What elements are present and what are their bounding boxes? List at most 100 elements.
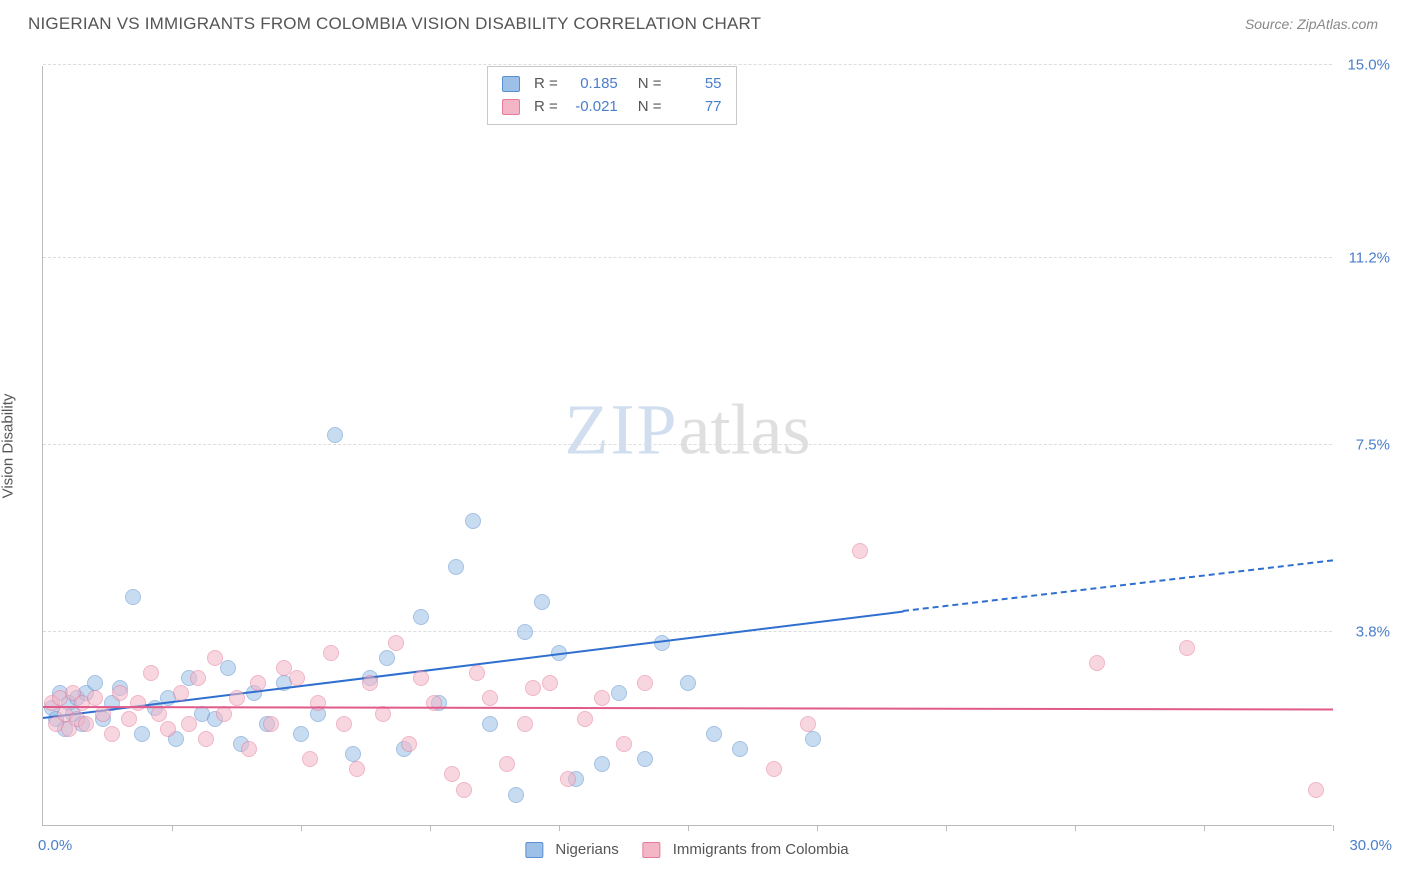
watermark-zip: ZIP: [565, 390, 679, 470]
x-tick: [172, 825, 173, 831]
data-point: [525, 680, 541, 696]
data-point: [112, 685, 128, 701]
trend-line: [903, 560, 1333, 613]
data-point: [345, 746, 361, 762]
data-point: [293, 726, 309, 742]
data-point: [220, 660, 236, 676]
data-point: [413, 609, 429, 625]
x-tick: [430, 825, 431, 831]
r-value: -0.021: [568, 96, 618, 119]
legend-swatch: [525, 842, 543, 858]
data-point: [143, 665, 159, 681]
x-tick: [817, 825, 818, 831]
data-point: [401, 736, 417, 752]
legend: Nigerians Immigrants from Colombia: [525, 841, 848, 858]
data-point: [207, 650, 223, 666]
data-point: [594, 756, 610, 772]
watermark: ZIPatlas: [565, 389, 811, 472]
x-tick: [301, 825, 302, 831]
data-point: [87, 690, 103, 706]
data-point: [482, 690, 498, 706]
data-point: [732, 741, 748, 757]
data-point: [250, 675, 266, 691]
data-point: [426, 695, 442, 711]
data-point: [121, 711, 137, 727]
data-point: [517, 716, 533, 732]
data-point: [706, 726, 722, 742]
data-point: [456, 782, 472, 798]
data-point: [336, 716, 352, 732]
data-point: [637, 751, 653, 767]
data-point: [1179, 640, 1195, 656]
data-point: [766, 761, 782, 777]
data-point: [379, 650, 395, 666]
data-point: [469, 665, 485, 681]
legend-item: Nigerians: [525, 841, 618, 858]
data-point: [198, 731, 214, 747]
legend-label: Immigrants from Colombia: [673, 841, 849, 858]
legend-label: Nigerians: [555, 841, 618, 858]
data-point: [413, 670, 429, 686]
data-point: [1308, 782, 1324, 798]
watermark-atlas: atlas: [679, 390, 811, 470]
data-point: [289, 670, 305, 686]
data-point: [323, 645, 339, 661]
data-point: [310, 695, 326, 711]
gridline: [43, 444, 1332, 445]
data-point: [560, 771, 576, 787]
x-tick: [946, 825, 947, 831]
chart-area: Vision Disability ZIPatlas 3.8%7.5%11.2%…: [42, 66, 1332, 826]
data-point: [616, 736, 632, 752]
data-point: [78, 716, 94, 732]
n-value: 77: [672, 96, 722, 119]
data-point: [577, 711, 593, 727]
data-point: [349, 761, 365, 777]
data-point: [680, 675, 696, 691]
plot-region: ZIPatlas 3.8%7.5%11.2%15.0%R =0.185N =55…: [42, 66, 1332, 826]
data-point: [517, 624, 533, 640]
data-point: [160, 721, 176, 737]
x-tick: [1204, 825, 1205, 831]
data-point: [499, 756, 515, 772]
legend-swatch: [502, 76, 520, 92]
y-axis-title: Vision Disability: [0, 394, 17, 499]
gridline: [43, 257, 1332, 258]
x-tick: [1333, 825, 1334, 831]
data-point: [181, 716, 197, 732]
data-point: [388, 635, 404, 651]
r-value: 0.185: [568, 73, 618, 96]
legend-item: Immigrants from Colombia: [643, 841, 849, 858]
data-point: [125, 589, 141, 605]
data-point: [508, 787, 524, 803]
data-point: [104, 726, 120, 742]
data-point: [327, 427, 343, 443]
data-point: [134, 726, 150, 742]
y-tick-label: 7.5%: [1338, 437, 1390, 454]
r-label: R =: [534, 96, 558, 119]
data-point: [241, 741, 257, 757]
data-point: [448, 559, 464, 575]
data-point: [482, 716, 498, 732]
data-point: [465, 513, 481, 529]
data-point: [444, 766, 460, 782]
trend-line: [43, 610, 903, 718]
legend-swatch: [502, 99, 520, 115]
y-tick-label: 11.2%: [1338, 249, 1390, 266]
data-point: [852, 543, 868, 559]
source-label: Source: ZipAtlas.com: [1245, 16, 1378, 32]
x-tick: [688, 825, 689, 831]
legend-swatch: [643, 842, 661, 858]
data-point: [1089, 655, 1105, 671]
n-value: 55: [672, 73, 722, 96]
data-point: [611, 685, 627, 701]
stats-box: R =0.185N =55R =-0.021N =77: [487, 66, 737, 125]
x-axis-max-label: 30.0%: [1349, 837, 1392, 854]
chart-title: NIGERIAN VS IMMIGRANTS FROM COLOMBIA VIS…: [28, 14, 761, 34]
stats-row: R =-0.021N =77: [502, 96, 722, 119]
data-point: [130, 695, 146, 711]
data-point: [542, 675, 558, 691]
x-axis-min-label: 0.0%: [38, 837, 72, 854]
x-tick: [559, 825, 560, 831]
gridline: [43, 64, 1332, 65]
gridline: [43, 631, 1332, 632]
